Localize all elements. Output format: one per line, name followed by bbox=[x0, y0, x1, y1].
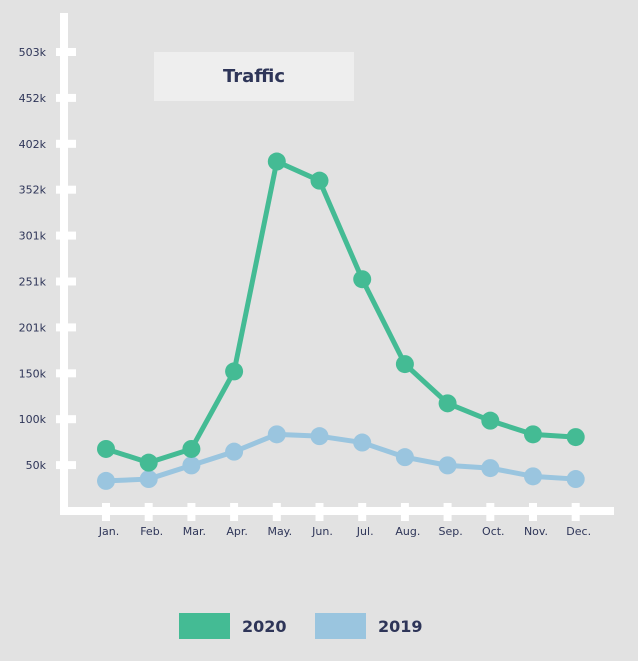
x-tick-mark bbox=[187, 503, 196, 521]
x-tick-label: Sep. bbox=[438, 525, 462, 538]
x-tick-label: Nov. bbox=[524, 525, 548, 538]
data-point-2020 bbox=[566, 428, 585, 447]
x-tick-mark bbox=[400, 503, 409, 521]
data-point-2019 bbox=[310, 427, 329, 446]
y-tick-mark bbox=[56, 461, 76, 470]
legend-item-2020: 2020 bbox=[179, 613, 287, 639]
legend-label-2019: 2019 bbox=[378, 616, 423, 636]
x-tick-label: Jun. bbox=[311, 525, 333, 538]
legend-swatch-2020 bbox=[179, 613, 230, 639]
data-point-2019 bbox=[481, 459, 500, 478]
y-tick-label: 251k bbox=[19, 276, 47, 289]
x-tick-mark bbox=[144, 503, 153, 521]
y-tick-mark bbox=[56, 323, 76, 332]
legend-item-2019: 2019 bbox=[315, 613, 423, 639]
x-tick-label: Mar. bbox=[183, 525, 206, 538]
y-tick-mark bbox=[56, 369, 76, 378]
data-point-2020 bbox=[310, 171, 329, 190]
x-tick-label: Oct. bbox=[482, 525, 505, 538]
x-tick-label: Dec. bbox=[566, 525, 591, 538]
y-tick-label: 50k bbox=[26, 459, 47, 472]
data-point-2019 bbox=[139, 470, 158, 489]
y-tick-label: 352k bbox=[19, 184, 47, 197]
data-point-2019 bbox=[97, 471, 115, 490]
data-point-2020 bbox=[182, 439, 201, 458]
x-tick-mark bbox=[571, 503, 580, 521]
series-layer bbox=[97, 152, 585, 490]
y-tick-mark bbox=[56, 185, 76, 194]
data-point-2020 bbox=[395, 355, 414, 374]
data-point-2019 bbox=[524, 467, 542, 486]
series-line-2020 bbox=[105, 159, 576, 466]
y-axis-ticks: 50k 100k 150k 201k 251k 301k 352k 402k 452k 503k bbox=[19, 46, 76, 472]
chart-legend: 2020 2019 bbox=[0, 613, 638, 639]
x-tick-label: Aug. bbox=[395, 525, 420, 538]
data-point-2020 bbox=[267, 152, 286, 171]
data-point-2019 bbox=[566, 470, 585, 489]
series-line-2019 bbox=[105, 431, 576, 484]
data-point-2019 bbox=[182, 456, 201, 475]
y-tick-label: 100k bbox=[19, 413, 47, 426]
x-tick-label: Jan. bbox=[98, 525, 119, 538]
y-tick-label: 150k bbox=[19, 367, 47, 380]
y-tick-mark bbox=[56, 231, 76, 240]
x-tick-mark bbox=[486, 503, 495, 521]
y-tick-mark bbox=[56, 48, 76, 56]
chart-title: Traffic bbox=[154, 52, 354, 101]
data-point-2020 bbox=[97, 439, 115, 458]
y-tick-label: 402k bbox=[19, 138, 47, 151]
data-point-2019 bbox=[353, 433, 372, 452]
x-tick-mark bbox=[315, 503, 324, 521]
y-tick-label: 452k bbox=[19, 92, 47, 105]
data-point-2020 bbox=[225, 362, 244, 381]
y-tick-mark bbox=[56, 93, 76, 102]
x-tick-mark bbox=[230, 503, 239, 521]
x-tick-mark bbox=[529, 503, 537, 521]
x-tick-mark bbox=[272, 503, 281, 521]
y-tick-label: 503k bbox=[19, 46, 47, 59]
data-point-2020 bbox=[481, 411, 500, 430]
y-tick-mark bbox=[56, 415, 76, 424]
legend-label-2020: 2020 bbox=[242, 616, 287, 636]
y-tick-label: 301k bbox=[19, 230, 47, 243]
data-point-2019 bbox=[438, 456, 457, 475]
data-point-2020 bbox=[353, 270, 372, 289]
x-tick-label: Feb. bbox=[140, 525, 163, 538]
x-axis-ticks: Jan. Feb. Mar. Apr. May. Jun. Jul. Aug. Sep. Oct.… bbox=[98, 503, 591, 538]
x-tick-mark bbox=[102, 503, 110, 521]
x-tick-mark bbox=[358, 503, 367, 521]
y-tick-label: 201k bbox=[19, 321, 47, 334]
data-point-2020 bbox=[139, 453, 158, 472]
x-tick-label: Jul. bbox=[356, 525, 374, 538]
data-point-2019 bbox=[225, 442, 244, 461]
x-tick-mark bbox=[443, 503, 452, 521]
data-point-2019 bbox=[267, 425, 286, 444]
x-tick-label: May. bbox=[267, 525, 292, 538]
x-tick-label: Apr. bbox=[226, 525, 248, 538]
data-point-2019 bbox=[395, 448, 414, 467]
y-tick-mark bbox=[56, 139, 76, 148]
data-point-2020 bbox=[524, 425, 542, 444]
y-tick-mark bbox=[56, 277, 76, 286]
legend-swatch-2019 bbox=[315, 613, 366, 639]
data-point-2020 bbox=[438, 394, 457, 413]
